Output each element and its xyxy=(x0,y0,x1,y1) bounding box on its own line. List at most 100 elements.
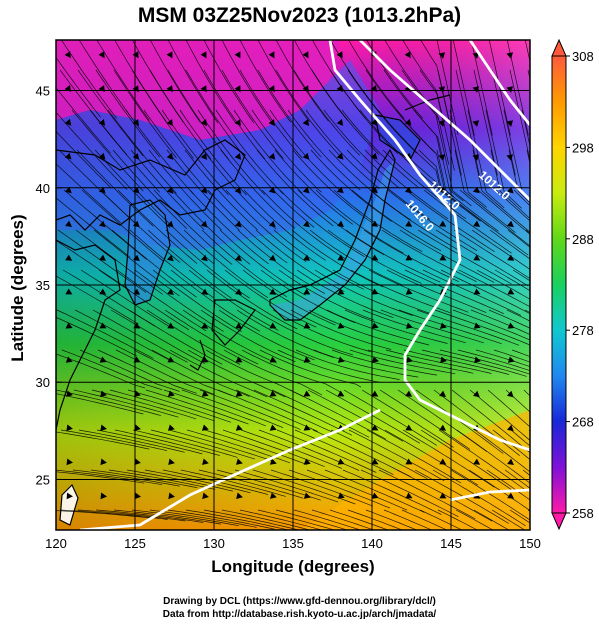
streamline xyxy=(169,349,268,398)
wind-arrow xyxy=(439,424,447,431)
wind-arrow xyxy=(507,356,515,363)
wind-arrow xyxy=(302,152,310,160)
streamline xyxy=(342,469,442,515)
wind-arrow xyxy=(371,492,379,499)
wind-arrow xyxy=(167,288,174,295)
streamline xyxy=(308,309,411,348)
streamline xyxy=(132,429,238,458)
streamline xyxy=(347,509,404,530)
colorbar-tick-label: 288 xyxy=(572,232,594,247)
wind-arrow xyxy=(473,390,480,398)
wind-arrow xyxy=(268,119,275,126)
streamline xyxy=(510,429,530,447)
wind-arrow xyxy=(303,254,311,261)
wind-arrow xyxy=(201,356,209,363)
wind-arrow xyxy=(371,288,379,295)
streamline xyxy=(180,469,286,497)
streamline xyxy=(459,189,530,247)
wind-arrow xyxy=(439,254,447,261)
wind-arrow xyxy=(66,424,73,432)
streamline xyxy=(332,269,432,315)
streamline xyxy=(413,109,464,202)
streamline xyxy=(505,389,530,413)
streamline xyxy=(414,469,509,524)
wind-arrow xyxy=(269,288,277,295)
streamline xyxy=(454,149,516,233)
x-tick-label: 145 xyxy=(440,536,462,551)
streamline xyxy=(56,431,150,450)
wind-arrow xyxy=(64,51,71,59)
streamline xyxy=(405,189,495,252)
streamline xyxy=(204,429,308,466)
streamline xyxy=(108,469,216,490)
wind-arrow xyxy=(439,458,447,465)
wind-arrow xyxy=(405,254,413,261)
wind-arrow xyxy=(371,390,379,397)
streamline xyxy=(128,309,223,365)
wind-arrow xyxy=(132,186,140,194)
wind-arrow xyxy=(167,254,174,262)
streamline xyxy=(473,509,510,530)
wind-arrow xyxy=(371,458,379,465)
streamline xyxy=(207,189,288,264)
wind-arrow xyxy=(405,322,413,329)
streamline xyxy=(80,269,173,329)
streamline xyxy=(56,56,101,118)
streamline xyxy=(271,389,370,438)
wind-arrow xyxy=(269,390,277,397)
wind-arrow xyxy=(473,288,481,295)
wind-arrow xyxy=(65,220,72,227)
streamline xyxy=(56,316,137,357)
streamline xyxy=(107,109,177,194)
streamline xyxy=(260,269,356,324)
streamline xyxy=(345,229,441,283)
streamline xyxy=(77,69,144,157)
wind-arrow xyxy=(371,220,379,227)
streamline xyxy=(403,349,510,375)
streamline xyxy=(135,189,215,265)
wind-arrow xyxy=(235,288,243,295)
streamline xyxy=(236,309,334,358)
streamline xyxy=(134,269,224,332)
streamline xyxy=(56,275,139,325)
wind-arrow xyxy=(302,51,309,59)
wind-arrow xyxy=(404,51,411,59)
streamline xyxy=(60,429,168,452)
streamline xyxy=(56,510,150,519)
streamline xyxy=(188,269,279,331)
streamline xyxy=(114,429,220,456)
streamline xyxy=(511,349,530,357)
streamline xyxy=(384,429,479,486)
streamline xyxy=(310,149,392,222)
wind-arrow xyxy=(438,120,445,127)
streamline xyxy=(290,309,392,350)
streamline xyxy=(90,469,198,489)
wind-arrow xyxy=(235,322,243,329)
wind-arrow xyxy=(506,52,513,59)
streamline xyxy=(113,509,222,525)
streamline xyxy=(150,429,256,460)
streamline xyxy=(507,229,530,248)
streamline xyxy=(455,509,494,530)
streamline xyxy=(171,189,251,265)
wind-arrow xyxy=(372,356,379,363)
wind-arrow xyxy=(98,186,106,194)
wind-arrow xyxy=(269,356,277,363)
streamline xyxy=(98,269,190,331)
wind-arrow xyxy=(438,52,445,59)
streamline xyxy=(350,269,451,314)
wind-arrow xyxy=(134,492,141,500)
streamline xyxy=(61,40,118,119)
streamline xyxy=(422,269,522,316)
streamline xyxy=(197,109,266,195)
streamline xyxy=(225,189,307,263)
wind-arrow xyxy=(405,186,412,194)
wind-arrow xyxy=(507,288,515,295)
wind-arrow xyxy=(506,120,513,127)
streamline xyxy=(477,189,530,235)
streamline xyxy=(259,349,362,388)
streamline xyxy=(144,469,251,494)
streamline xyxy=(329,69,399,154)
wind-arrow xyxy=(303,322,311,329)
wind-arrow xyxy=(371,322,379,329)
